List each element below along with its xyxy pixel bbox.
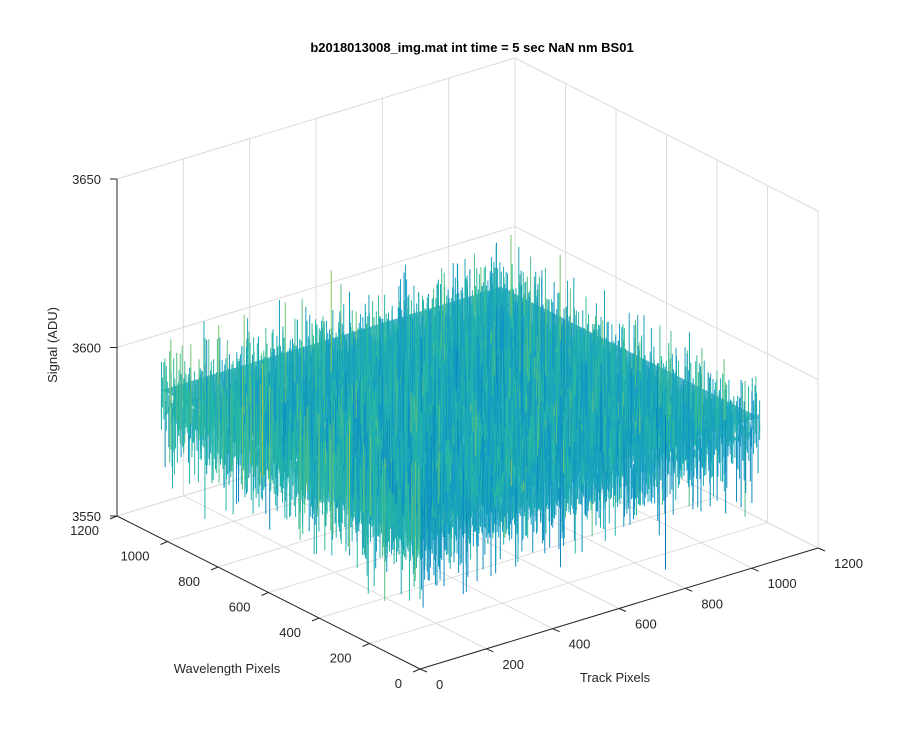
left-wall-grid-line-z [116,226,516,348]
back-wall-grid-line-z [514,57,819,212]
floor-grid-line-y [369,522,768,644]
left-wall-grid-line-z [116,57,516,180]
back-wall-grid-line-z [514,226,819,380]
surface-layer [160,234,761,608]
